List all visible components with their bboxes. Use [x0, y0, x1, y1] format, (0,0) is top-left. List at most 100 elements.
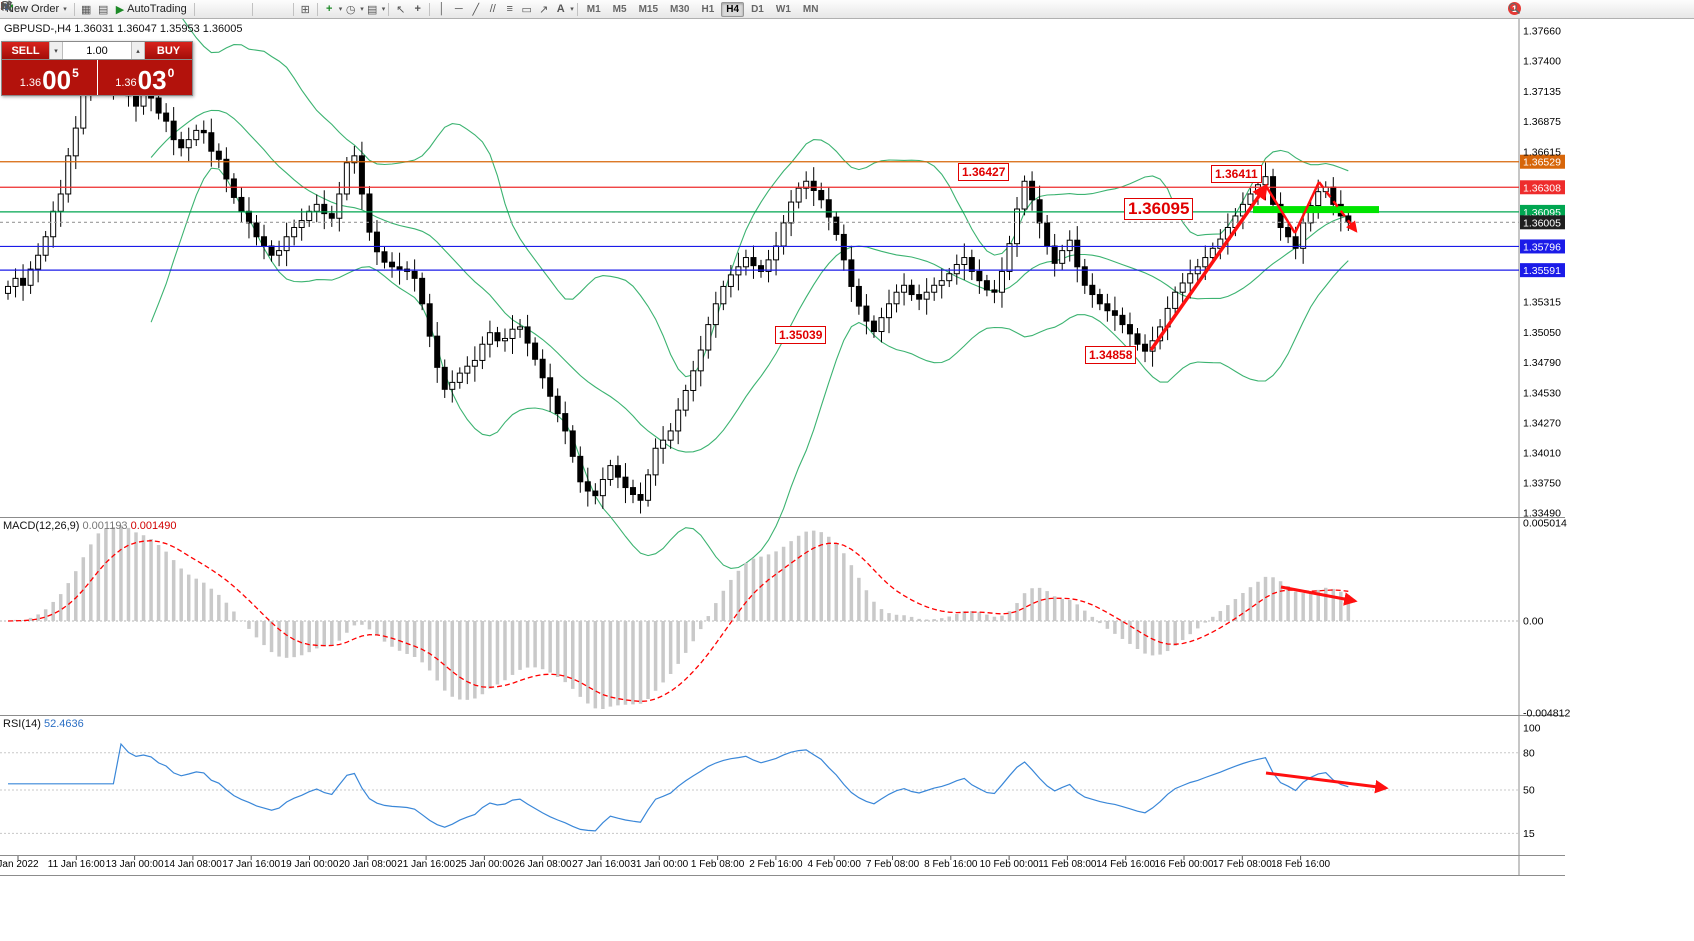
separator: [316, 2, 318, 16]
svg-text:27 Jan 16:00: 27 Jan 16:00: [572, 859, 630, 870]
ohlc-header: GBPUSD-,H4 1.36031 1.36047 1.35953 1.360…: [4, 23, 243, 35]
svg-text:15: 15: [1523, 828, 1535, 840]
buy-price-main: 03: [137, 65, 167, 95]
svg-text:19 Jan 00:00: 19 Jan 00:00: [281, 859, 339, 870]
svg-text:1.35315: 1.35315: [1523, 297, 1561, 309]
shapes-icon[interactable]: ▭: [521, 3, 532, 16]
buy-price-prefix: 1.36: [115, 77, 137, 89]
charts-grid-icon[interactable]: ▦: [81, 3, 92, 16]
svg-text:1.35050: 1.35050: [1523, 327, 1561, 339]
volume-down-spinner[interactable]: ▾: [49, 42, 63, 59]
horizontal-line-icon[interactable]: ─: [454, 3, 463, 15]
svg-text:1.33750: 1.33750: [1523, 477, 1561, 489]
timeframe-m1[interactable]: M1: [586, 3, 601, 15]
svg-text:7 Feb 08:00: 7 Feb 08:00: [866, 859, 920, 870]
volume-input[interactable]: [63, 42, 131, 59]
svg-text:0.005014: 0.005014: [1523, 518, 1567, 530]
svg-text:1.36529: 1.36529: [1523, 157, 1561, 169]
support-band[interactable]: [1253, 206, 1379, 214]
svg-text:26 Jan 08:00: 26 Jan 08:00: [514, 859, 572, 870]
zoom-out-icon[interactable]: [1, 1, 290, 17]
svg-text:1.34010: 1.34010: [1523, 447, 1561, 459]
buy-button[interactable]: BUY: [145, 42, 192, 59]
separator: [193, 2, 195, 16]
timeframe-h1[interactable]: H1: [701, 3, 715, 15]
svg-text:1 Feb 08:00: 1 Feb 08:00: [691, 859, 745, 870]
templates-icon[interactable]: ▤: [367, 3, 378, 16]
chart-background: [0, 19, 1694, 941]
macd-axis-labels[interactable]: 0.005014 0.00 -0.004812: [1523, 518, 1570, 720]
cursor-icon[interactable]: ↖: [396, 3, 406, 16]
buy-price-button[interactable]: 1.36 03 0: [98, 60, 193, 95]
text-icon[interactable]: A: [556, 3, 565, 15]
separator: [576, 2, 578, 16]
line-chart-icon[interactable]: [0, 1, 249, 17]
svg-text:14 Feb 16:00: 14 Feb 16:00: [1096, 859, 1155, 870]
vertical-line-icon[interactable]: │: [438, 3, 446, 15]
trendline-icon[interactable]: ╱: [472, 3, 480, 16]
svg-text:18 Feb 16:00: 18 Feb 16:00: [1271, 859, 1330, 870]
svg-text:50: 50: [1523, 785, 1535, 797]
svg-text:0.00: 0.00: [1523, 616, 1544, 628]
arrows-icon[interactable]: ↗: [539, 3, 549, 16]
svg-text:1.34530: 1.34530: [1523, 387, 1561, 399]
svg-text:1.36615: 1.36615: [1523, 146, 1561, 158]
svg-text:1.37400: 1.37400: [1523, 56, 1561, 68]
timeframe-d1[interactable]: D1: [751, 3, 764, 15]
volume-up-spinner[interactable]: ▴: [131, 42, 145, 59]
chevron-down-icon[interactable]: ▾: [338, 6, 343, 13]
timeframe-m15[interactable]: M15: [638, 3, 659, 15]
chevron-down-icon: ▾: [63, 6, 67, 13]
timeframe-mn[interactable]: MN: [802, 3, 819, 15]
equidistant-channel-icon[interactable]: //: [489, 3, 496, 15]
rsi-label: RSI(14) 52.4636: [3, 718, 84, 730]
autotrading-button[interactable]: ▶ AutoTrading: [112, 1, 191, 18]
candlestick-chart-icon[interactable]: [1, 0, 232, 17]
timeframe-m30[interactable]: M30: [670, 3, 690, 15]
sell-button[interactable]: SELL: [2, 42, 49, 59]
svg-text:Jan 2022: Jan 2022: [0, 859, 39, 870]
zoom-in-icon[interactable]: [1, 1, 273, 17]
svg-text:17 Jan 16:00: 17 Jan 16:00: [222, 859, 280, 870]
play-icon: ▶: [115, 3, 125, 16]
autotrading-label: AutoTrading: [127, 3, 187, 15]
trend-arrows[interactable]: [1149, 181, 1389, 794]
svg-text:1.36875: 1.36875: [1523, 116, 1561, 128]
indicators-add-icon[interactable]: +: [325, 3, 333, 15]
one-click-trading-panel: SELL ▾ ▴ BUY 1.36 00 5 1.36 03 0: [1, 41, 193, 96]
periods-icon[interactable]: ◷: [345, 3, 356, 16]
sell-price-button[interactable]: 1.36 00 5: [2, 60, 98, 95]
search-icon[interactable]: [1508, 2, 1521, 15]
tile-windows-icon[interactable]: ⊞: [300, 3, 310, 16]
toolbar: New Order ▾ ▦ ▤ ▶ AutoTrading ⊞ + ▾: [0, 0, 1694, 19]
chevron-down-icon[interactable]: ▾: [360, 6, 364, 13]
svg-text:31 Jan 00:00: 31 Jan 00:00: [630, 859, 688, 870]
profiles-icon[interactable]: ▤: [98, 3, 109, 16]
svg-text:1.34270: 1.34270: [1523, 417, 1561, 429]
svg-text:2 Feb 16:00: 2 Feb 16:00: [749, 859, 803, 870]
toolbar-right: 1: [1508, 2, 1521, 15]
price-axis-labels[interactable]: 1.37660 1.37400 1.37135 1.36875 1.36615 1.353…: [1523, 26, 1561, 520]
chevron-down-icon[interactable]: ▾: [381, 6, 386, 13]
fibonacci-icon[interactable]: ≡: [506, 3, 513, 15]
svg-text:20 Jan 08:00: 20 Jan 08:00: [339, 859, 397, 870]
sell-price-prefix: 1.36: [19, 77, 42, 89]
timeframe-h4[interactable]: H4: [721, 1, 745, 17]
svg-text:13 Jan 00:00: 13 Jan 00:00: [106, 859, 164, 870]
svg-text:8 Feb 16:00: 8 Feb 16:00: [924, 859, 978, 870]
chevron-down-icon[interactable]: ▾: [570, 6, 574, 13]
svg-text:11 Feb 08:00: 11 Feb 08:00: [1038, 859, 1097, 870]
timeframe-m5[interactable]: M5: [612, 3, 627, 15]
svg-text:16 Feb 00:00: 16 Feb 00:00: [1155, 859, 1214, 870]
svg-text:21 Jan 16:00: 21 Jan 16:00: [397, 859, 455, 870]
svg-text:100: 100: [1523, 723, 1541, 735]
bar-chart-icon[interactable]: [1, 1, 215, 17]
timeframe-w1[interactable]: W1: [775, 3, 791, 15]
rsi-axis-labels[interactable]: 100 80 50 15: [1523, 723, 1541, 840]
svg-text:1.35796: 1.35796: [1523, 241, 1561, 253]
time-axis-labels[interactable]: Jan 2022 11 Jan 16:00 13 Jan 00:00 14 Jan 0…: [0, 856, 1331, 870]
crosshair-icon[interactable]: +: [414, 3, 421, 15]
bollinger-middle-line: [150, 109, 1349, 453]
